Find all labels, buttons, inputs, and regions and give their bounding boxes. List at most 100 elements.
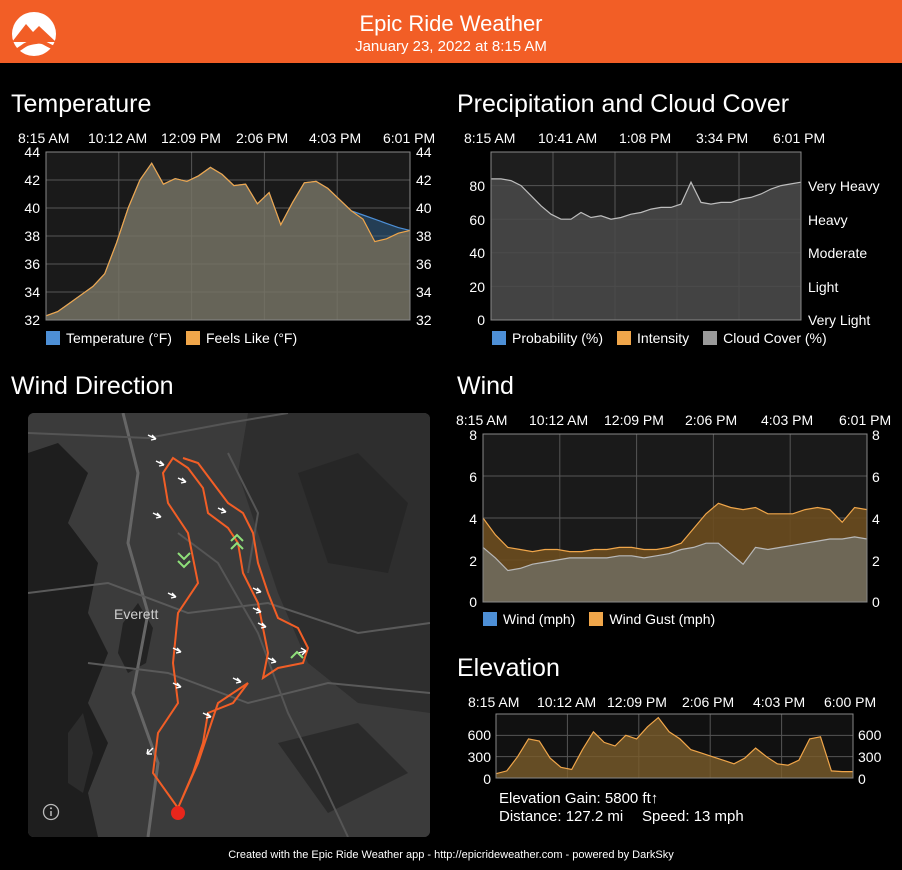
y-tick: Very Light [808,312,871,328]
temperature-legend: Temperature (°F) Feels Like (°F) [46,330,297,346]
y-tick: 42 [24,172,40,188]
x-tick: 8:15 AM [456,412,508,428]
y-tick: 34 [24,284,40,300]
legend-swatch [483,612,497,626]
legend-label: Wind Gust (mph) [609,611,716,627]
y-tick: 0 [469,594,477,610]
x-tick: 12:09 PM [607,694,667,710]
y-tick: 38 [416,228,432,244]
elevation-chart [495,713,854,779]
ride-distance: Distance: 127.2 mi [499,808,624,825]
y-tick: 600 [467,727,491,743]
y-tick: 42 [416,172,432,188]
y-tick: 38 [24,228,40,244]
ride-speed: Speed: 13 mph [642,808,744,825]
x-tick: 4:03 PM [309,130,362,146]
legend-swatch [46,331,60,345]
x-tick: 2:06 PM [236,130,289,146]
legend-item: Cloud Cover (%) [703,330,827,346]
series-line [495,716,853,775]
route-map[interactable]: Everett [28,413,430,837]
legend-item: Intensity [617,330,689,346]
series-area [46,163,410,320]
series-line [482,502,868,553]
y-tick: 0 [483,771,491,787]
y-tick: 300 [858,749,882,765]
legend-swatch [703,331,718,345]
x-tick: 1:08 PM [619,130,672,146]
legend-swatch [589,612,604,626]
legend-label: Probability (%) [512,330,604,346]
plot-border [490,151,802,321]
x-tick: 4:03 PM [753,694,806,710]
y-tick: 20 [469,279,485,295]
y-tick: 4 [469,511,477,527]
y-tick: 36 [416,256,432,272]
ride-date: January 23, 2022 at 8:15 AM [355,38,547,55]
y-tick: 6 [872,469,880,485]
app-title: Epic Ride Weather [359,11,543,36]
plot-border [482,433,868,603]
y-tick: 80 [469,178,485,194]
x-tick: 3:34 PM [696,130,749,146]
precip-title: Precipitation and Cloud Cover [457,90,790,118]
y-tick: 2 [469,553,477,569]
legend-swatch [617,331,632,345]
legend-label: Wind (mph) [503,611,576,627]
y-tick: 600 [858,727,882,743]
legend-item: Probability (%) [492,330,603,346]
map-city-label: Everett [114,606,158,622]
series-line [491,178,802,220]
y-tick: 4 [872,511,880,527]
series-area [483,536,867,602]
x-tick: 10:12 AM [529,412,589,428]
legend-label: Cloud Cover (%) [723,330,827,346]
y-tick: 36 [24,256,40,272]
plot-border [495,713,854,779]
series-line [45,162,411,317]
x-tick: 8:15 AM [18,130,70,146]
y-tick: Light [808,279,839,295]
temperature-chart [45,151,411,321]
x-tick: 8:15 AM [468,694,520,710]
x-tick: 6:01 PM [383,130,436,146]
y-tick: 40 [469,245,485,261]
precip-chart [490,151,802,321]
legend-item: Wind (mph) [483,611,575,627]
mountain-logo-icon [12,12,61,56]
y-tick: 34 [416,284,432,300]
y-tick: Very Heavy [808,178,880,194]
legend-label: Feels Like (°F) [205,330,298,346]
x-tick: 6:01 PM [773,130,826,146]
y-tick: 8 [469,427,477,443]
series-area [496,717,853,778]
map-canvas: Everett [28,413,430,837]
y-tick: 0 [477,312,485,328]
precip-legend: Probability (%) Intensity Cloud Cover (%… [492,330,827,346]
x-tick: 4:03 PM [761,412,814,428]
y-tick: 44 [416,144,432,160]
legend-item: Temperature (°F) [46,330,172,346]
plot-border [45,151,411,321]
wind-chart [482,433,868,603]
x-tick: 6:01 PM [839,412,892,428]
legend-label: Temperature (°F) [66,330,172,346]
app-header: Epic Ride Weather January 23, 2022 at 8:… [0,0,902,63]
y-tick: 0 [872,594,880,610]
y-tick: 32 [24,312,40,328]
legend-swatch [492,331,506,345]
temperature-title: Temperature [11,90,152,118]
y-tick: 2 [872,553,880,569]
wind-direction-title: Wind Direction [11,372,174,400]
y-tick: 44 [24,144,40,160]
y-tick: 60 [469,212,485,228]
y-tick: 300 [467,749,491,765]
x-tick: 10:41 AM [538,130,598,146]
series-area [491,178,801,320]
legend-item: Feels Like (°F) [185,330,298,346]
wind-title: Wind [457,372,514,400]
x-tick: 10:12 AM [537,694,597,710]
info-icon[interactable] [42,803,60,821]
x-tick: 12:09 PM [161,130,221,146]
y-tick: 8 [872,427,880,443]
